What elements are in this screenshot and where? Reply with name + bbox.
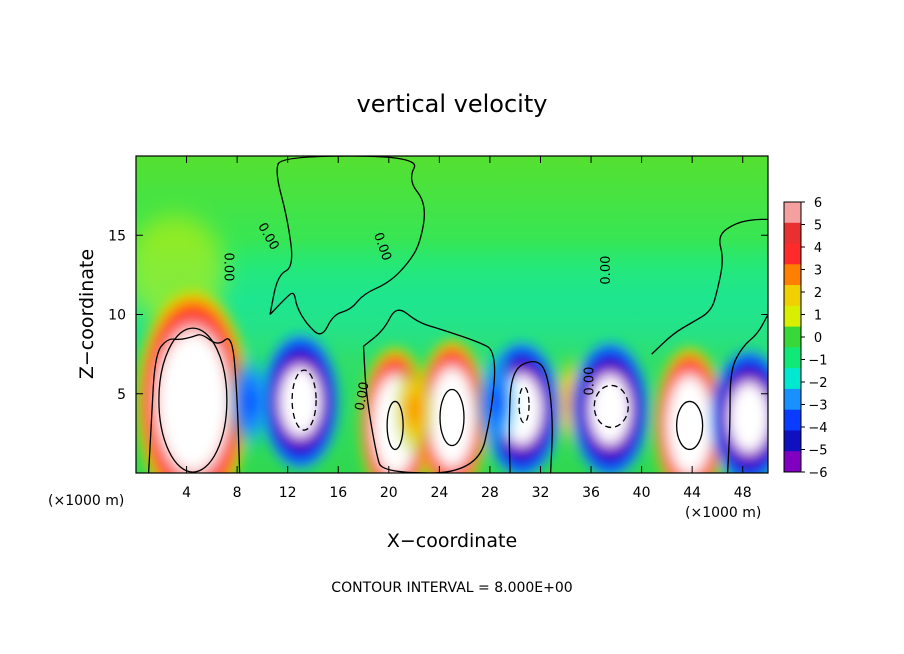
colorbar-swatch <box>784 451 801 473</box>
zero-contour <box>147 334 241 473</box>
chart-title: vertical velocity <box>357 90 548 118</box>
x-tick-label: 48 <box>734 485 752 501</box>
colorbar-swatch <box>784 388 801 411</box>
x-tick-label: 20 <box>380 485 398 501</box>
colorbar-swatch <box>784 243 801 265</box>
x-tick-label: 36 <box>582 485 600 501</box>
negative-contour <box>518 386 530 424</box>
x-tick-label: 28 <box>481 485 499 501</box>
x-unit-label-right: (×1000 m) <box>685 505 761 521</box>
colorbar-tick-label: 5 <box>814 219 822 234</box>
updraft-cell <box>392 359 437 460</box>
contour-label: 0.00 <box>583 367 598 396</box>
colorbar-swatch <box>784 264 801 286</box>
zero-contour <box>508 361 553 473</box>
negative-contour <box>593 384 629 429</box>
colorbar-tick-label: −3 <box>808 399 827 414</box>
colorbar-tick-label: −2 <box>808 376 827 391</box>
zero-contour <box>362 309 496 473</box>
downdraft-cell <box>474 346 519 457</box>
zero-contour <box>269 156 426 335</box>
positive-contour <box>439 388 465 447</box>
colorbar-tick-label: −4 <box>808 421 827 436</box>
positive-contour <box>675 400 704 451</box>
colorbar-swatch <box>784 202 801 224</box>
colorbar-tick-label: 4 <box>814 241 822 256</box>
x-tick-label: 44 <box>683 485 701 501</box>
positive-contour <box>158 327 228 473</box>
colorbar-tick-label: 1 <box>814 309 822 324</box>
downdraft-cell <box>260 331 341 472</box>
contour-label: 0.00 <box>599 256 614 285</box>
y-tick-label: 5 <box>117 387 126 403</box>
x-tick-label: 40 <box>633 485 651 501</box>
x-axis-label: X−coordinate <box>387 530 517 552</box>
colorbar-tick-label: −6 <box>808 466 827 481</box>
contour-label: 0.00 <box>353 381 373 412</box>
x-tick-label: 4 <box>182 485 191 501</box>
colorbar-swatch <box>784 347 801 369</box>
colorbar-swatch <box>784 368 801 390</box>
x-tick-label: 8 <box>233 485 242 501</box>
colorbar-tick-label: 3 <box>814 264 822 279</box>
colorbar: 6 5 4 3 2 1 0 −1 −2 −3 −4 −5 −6 <box>783 196 828 481</box>
colorbar-tick-label: −5 <box>808 444 827 459</box>
contour-interval-footer: CONTOUR INTERVAL = 8.000E+00 <box>331 580 572 596</box>
colorbar-swatch <box>784 326 801 348</box>
colorbar-swatch <box>784 430 801 452</box>
updraft-cell <box>653 345 726 473</box>
contour-label: 0.00 <box>220 252 235 281</box>
negative-contour <box>291 369 317 431</box>
colorbar-swatch <box>784 285 801 307</box>
colorbar-tick-label: 0 <box>814 331 822 346</box>
x-tick-label: 12 <box>279 485 297 501</box>
downdraft-cell <box>570 339 650 473</box>
colorbar-tick-label: −1 <box>808 354 827 369</box>
x-tick-label: 16 <box>329 485 347 501</box>
positive-contour <box>386 400 404 451</box>
y-axis-label: Z−coordinate <box>76 249 98 379</box>
x-unit-label-left: (×1000 m) <box>48 493 124 509</box>
y-tick-label: 10 <box>108 308 126 324</box>
colorbar-swatch <box>784 409 801 431</box>
x-tick-label: 32 <box>532 485 550 501</box>
colorbar-tick-label: 2 <box>814 286 822 301</box>
x-tick-label: 24 <box>430 485 448 501</box>
zero-contour <box>651 218 768 355</box>
updraft-cell <box>136 286 251 473</box>
zero-contour <box>726 314 768 473</box>
y-tick-label: 15 <box>108 228 126 244</box>
plot-area: 0.000.000.000.000.000.00 <box>136 156 768 473</box>
colorbar-tick-label: 6 <box>814 196 822 211</box>
downdraft-cell <box>709 347 768 473</box>
colorbar-swatch <box>784 222 801 245</box>
updraft-cell <box>416 337 488 473</box>
colorbar-swatch <box>784 305 801 328</box>
